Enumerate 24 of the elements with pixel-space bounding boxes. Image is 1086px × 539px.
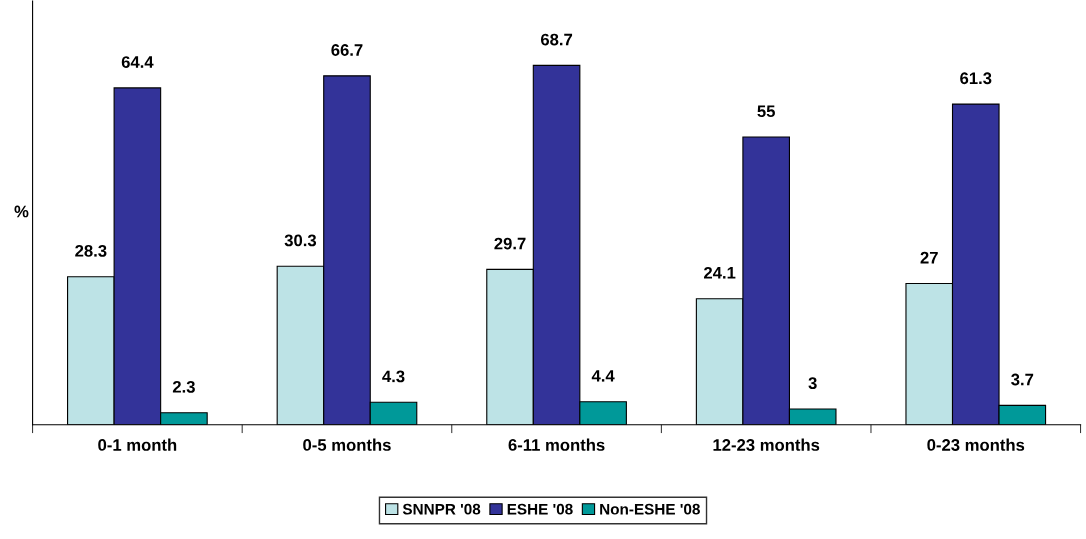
data-label: 3.7 [1011, 373, 1034, 386]
legend-label: Non-ESHE '08 [600, 503, 700, 515]
x-tick-label: 0-1 month [98, 438, 177, 451]
data-label: 29.7 [494, 237, 526, 250]
data-label: 28.3 [75, 244, 107, 257]
x-tick-label: 6-11 months [508, 438, 605, 451]
data-label: 61.3 [960, 72, 992, 85]
data-label: 2.3 [172, 380, 195, 393]
data-label: 66.7 [331, 44, 363, 56]
data-label: 27 [920, 251, 938, 264]
data-label: 3 [808, 377, 817, 390]
x-tick-label: 12-23 months [713, 438, 820, 451]
legend-label: SNNPR '08 [402, 503, 481, 515]
y-axis-title: % [14, 205, 29, 218]
data-label: 55 [757, 105, 775, 118]
x-tick-label: 0-5 months [303, 438, 391, 451]
data-label: 4.3 [382, 370, 405, 383]
x-tick-label: 0-23 months [927, 438, 1025, 451]
data-label: 64.4 [121, 56, 154, 68]
data-label: 24.1 [704, 266, 736, 279]
data-label: 30.3 [284, 234, 317, 247]
data-label: 68.7 [540, 33, 573, 46]
legend-label: ESHE '08 [507, 503, 573, 515]
data-label: 4.4 [591, 370, 615, 382]
